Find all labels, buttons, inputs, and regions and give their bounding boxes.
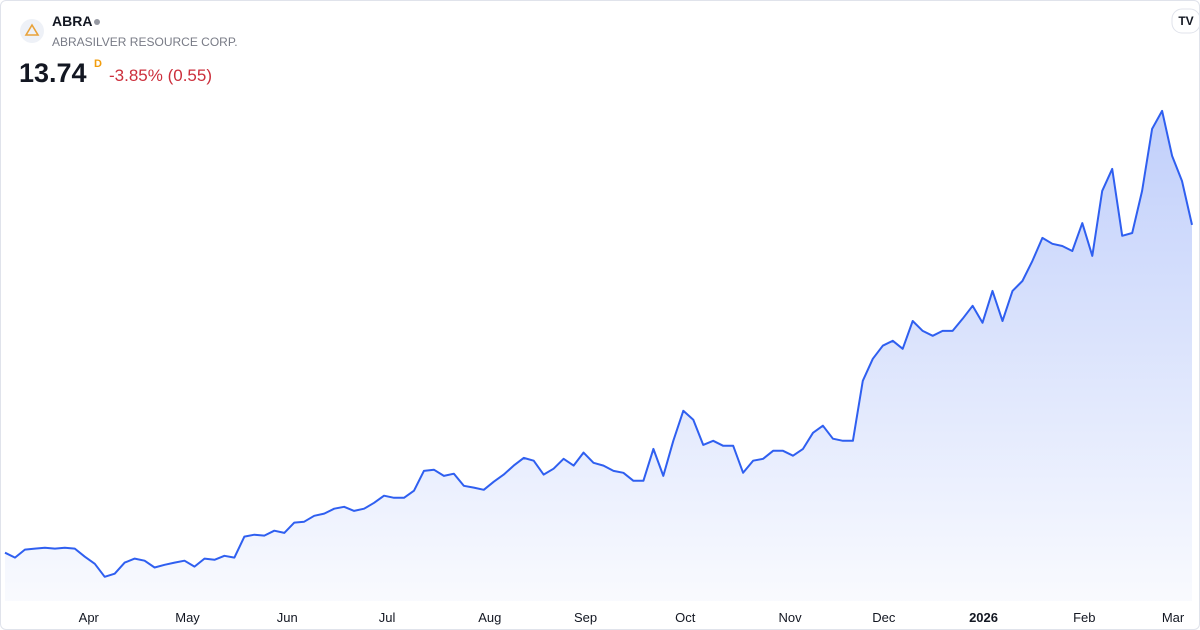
x-tick-label: Jun bbox=[277, 610, 298, 625]
ticker: ABRA bbox=[52, 13, 92, 29]
x-tick-label: Apr bbox=[79, 610, 100, 625]
x-tick-label: Mar bbox=[1162, 610, 1185, 625]
x-tick-label: Jul bbox=[379, 610, 396, 625]
tv-logo-text: TV bbox=[1178, 14, 1193, 28]
company: ABRASILVER RESOURCE CORP. bbox=[52, 35, 238, 49]
status-dot bbox=[94, 19, 100, 25]
logo-mark bbox=[24, 23, 40, 36]
x-tick-label: May bbox=[175, 610, 200, 625]
x-tick-label: Oct bbox=[675, 610, 696, 625]
change: -3.85% (0.55) bbox=[109, 66, 212, 85]
price-line bbox=[4, 109, 1193, 578]
x-tick-label: 2026 bbox=[969, 610, 998, 625]
x-tick-label: Nov bbox=[778, 610, 802, 625]
x-tick-label: Feb bbox=[1073, 610, 1095, 625]
x-tick-label: Aug bbox=[478, 610, 501, 625]
interval: D bbox=[94, 58, 102, 70]
price: 13.74 bbox=[19, 58, 87, 88]
x-tick-label: Sep bbox=[574, 610, 597, 625]
tv-logo[interactable] bbox=[1171, 8, 1199, 34]
logo bbox=[20, 19, 44, 43]
x-tick-label: Dec bbox=[872, 610, 896, 625]
area-fill bbox=[5, 110, 1192, 602]
